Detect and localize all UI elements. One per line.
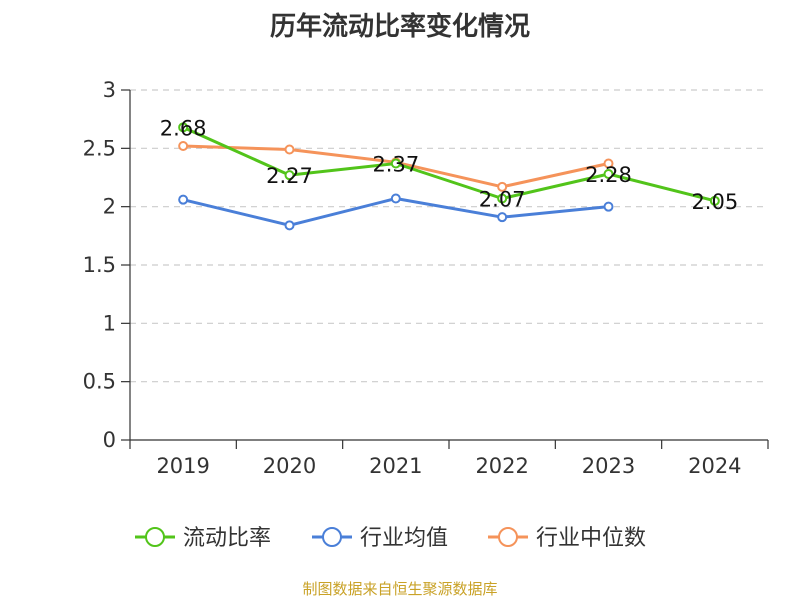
x-tick-label: 2020 [263, 454, 316, 478]
data-label: 2.37 [372, 153, 419, 177]
data-label: 2.27 [266, 164, 313, 188]
data-point [178, 141, 189, 151]
legend-item: 行业中位数 [488, 526, 646, 551]
legend-swatch-marker [322, 527, 342, 547]
axes: 0 0.5 1 1.5 2 2.5 3 2019 2020 2021 2022 2023 2024 [83, 78, 769, 478]
data-point [603, 169, 614, 179]
y-tick-label: 0 [103, 428, 116, 452]
y-tick-label: 2.5 [83, 136, 116, 160]
data-point [284, 144, 295, 155]
chart-title: 历年流动比率变化情况 [269, 12, 530, 42]
data-labels: 2.68 2.27 2.37 2.07 2.28 2.05 [160, 116, 738, 214]
x-tick-label: 2024 [688, 454, 741, 478]
x-tick-label: 2022 [475, 454, 528, 478]
data-point [603, 201, 614, 212]
data-point [497, 193, 508, 204]
legend-item: 行业均值 [312, 526, 448, 551]
data-point [178, 122, 189, 133]
y-tick-label: 2 [103, 195, 116, 219]
data-point [390, 193, 401, 204]
legend-label: 行业中位数 [536, 526, 646, 551]
x-tick-label: 2019 [156, 454, 209, 478]
data-point [284, 220, 295, 231]
legend-label: 行业均值 [360, 526, 448, 551]
legend-item: 流动比率 [135, 526, 271, 551]
data-point [497, 181, 508, 192]
y-tick-label: 1.5 [83, 253, 116, 277]
x-tick-label: 2021 [369, 454, 422, 478]
y-tick-label: 3 [103, 78, 116, 102]
data-point [390, 158, 401, 169]
data-point [497, 212, 508, 223]
data-label: 2.07 [479, 188, 526, 212]
legend-swatch-marker [498, 527, 518, 547]
series-line [182, 125, 716, 203]
legend-swatch-marker [145, 527, 165, 547]
legend-label: 流动比率 [183, 526, 271, 551]
grid-lines [130, 89, 768, 383]
x-tick-label: 2023 [582, 454, 635, 478]
data-label: 2.05 [691, 190, 738, 214]
source-note: 制图数据来自恒生聚源数据库 [302, 580, 498, 598]
data-label: 2.68 [160, 116, 207, 140]
data-label: 2.28 [585, 163, 632, 187]
data-point [709, 195, 720, 206]
data-point [284, 170, 295, 181]
series-lines [178, 122, 720, 231]
y-tick-label: 0.5 [83, 370, 116, 394]
data-point [178, 194, 189, 205]
legend: 流动比率 行业均值 行业中位数 [135, 526, 646, 551]
y-tick-label: 1 [103, 311, 116, 335]
data-point [603, 158, 614, 169]
